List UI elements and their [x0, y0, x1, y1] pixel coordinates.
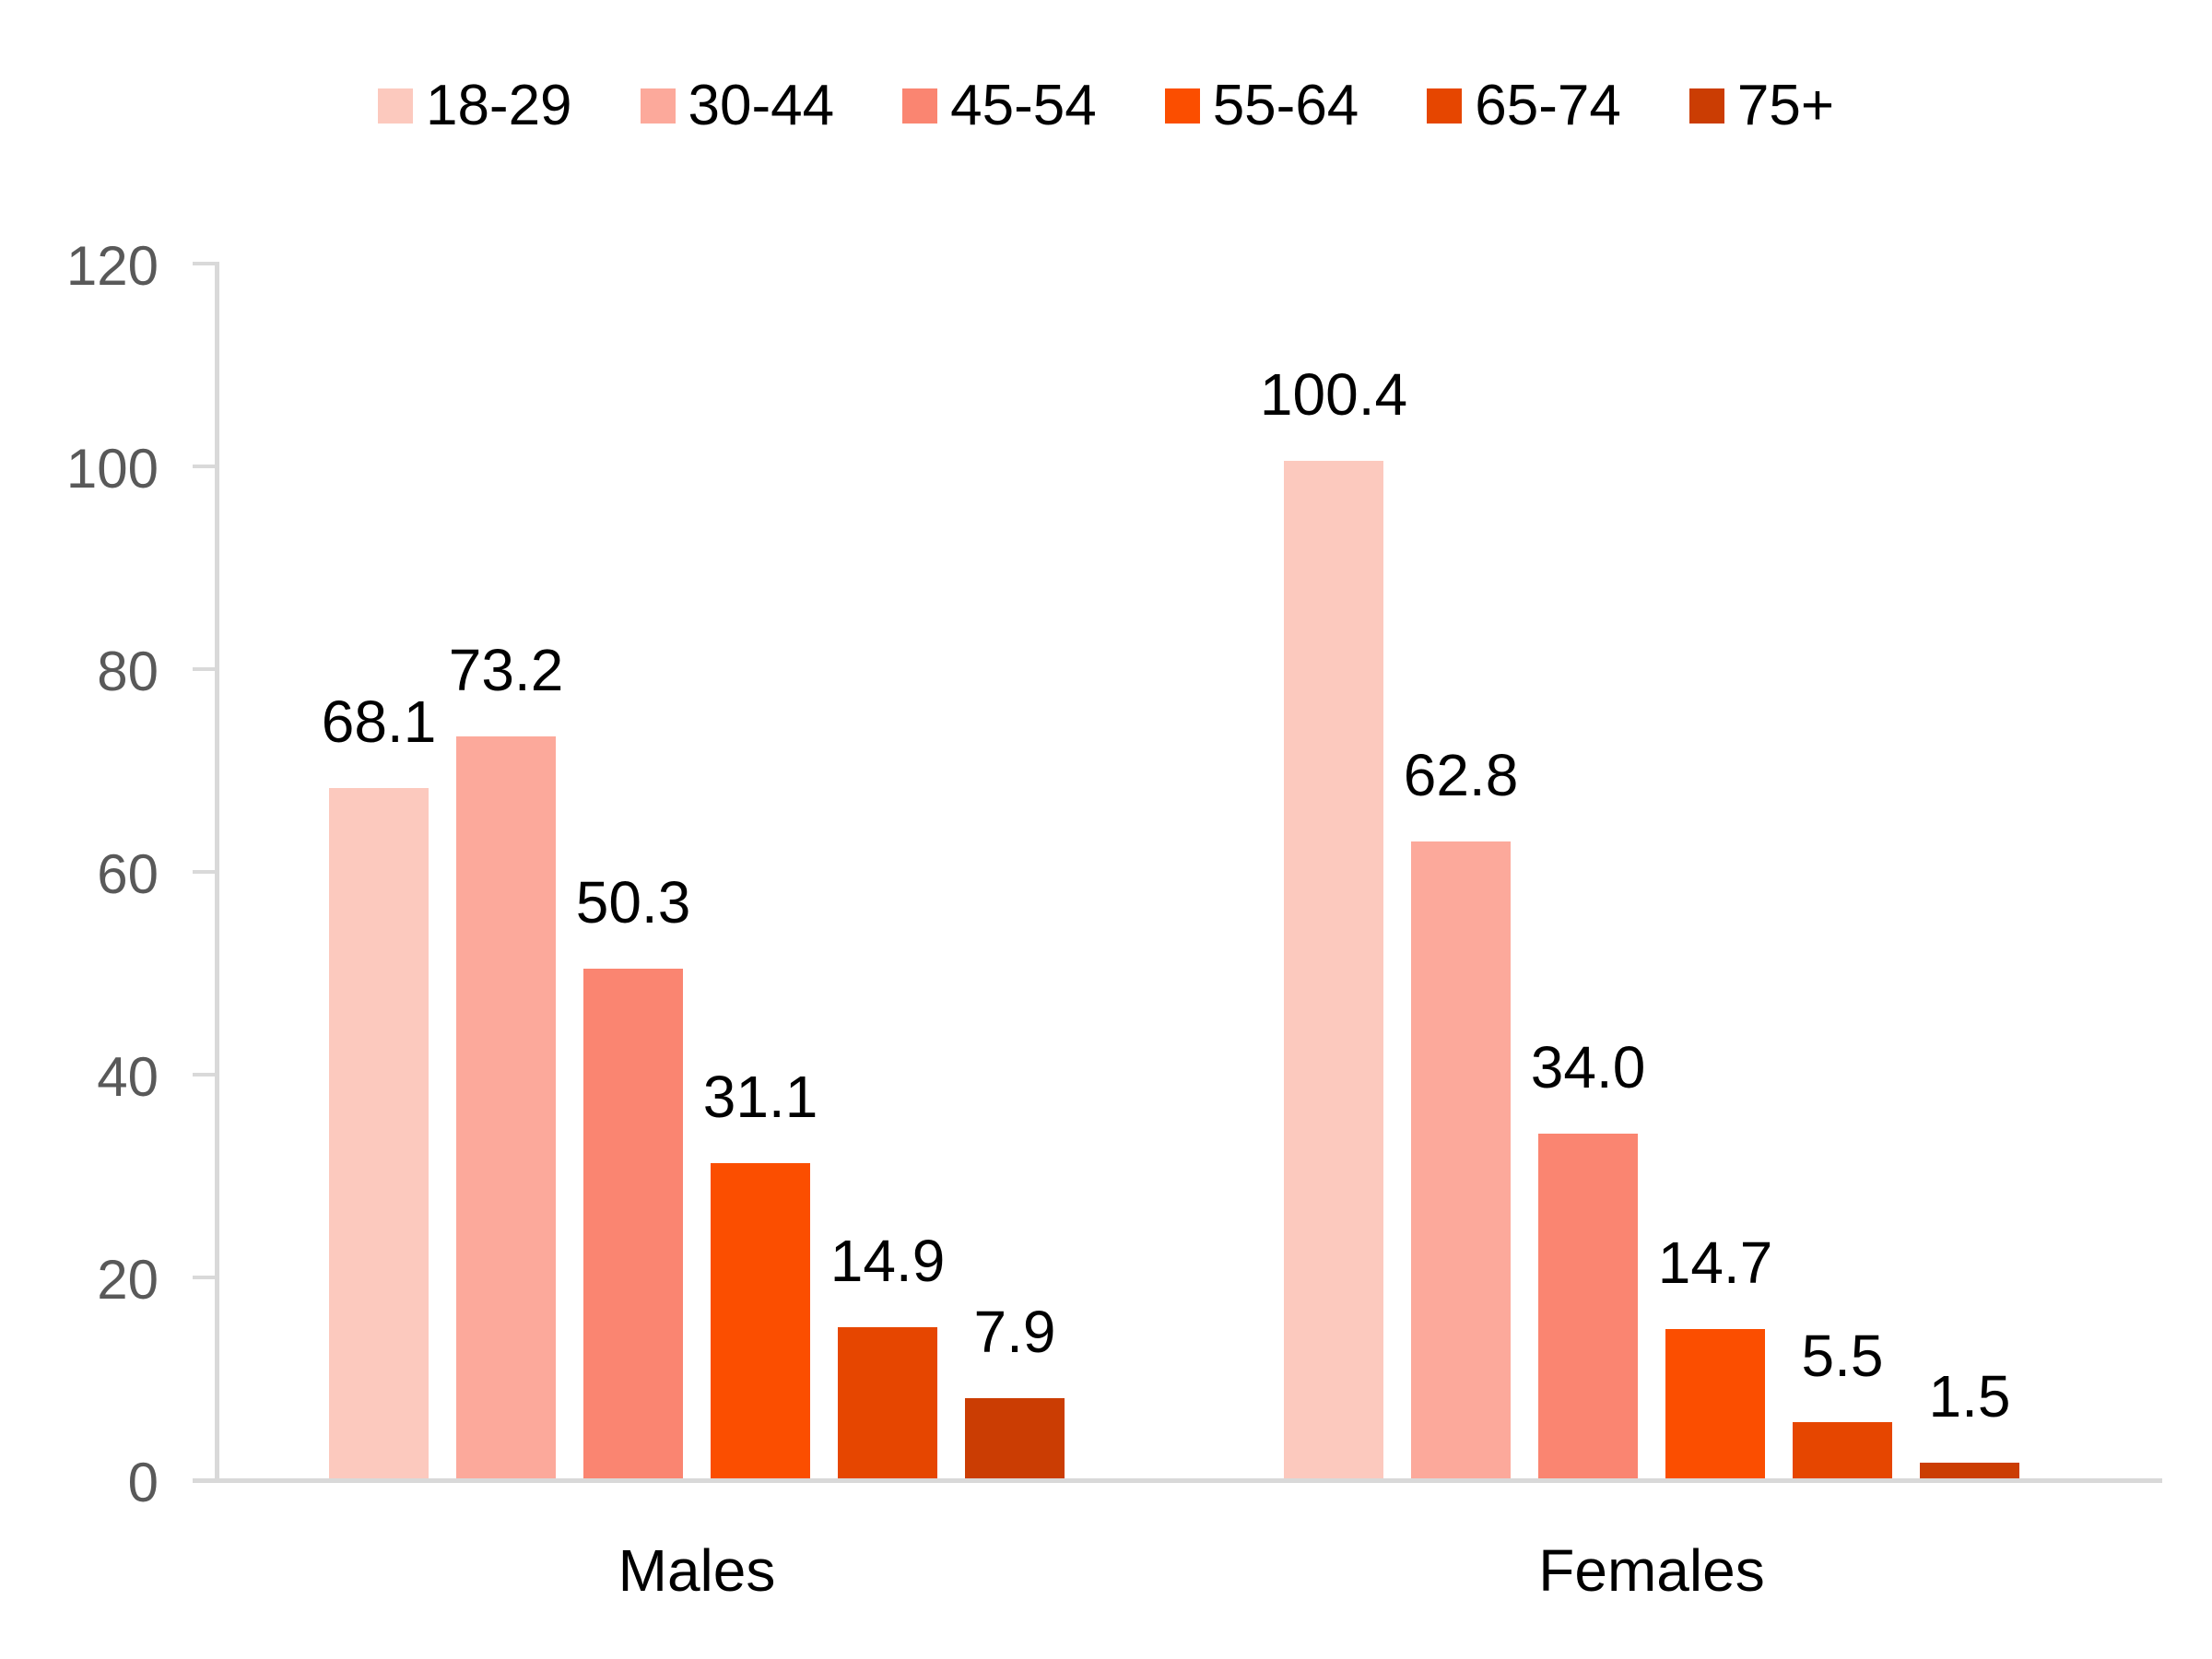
bar-value-label: 14.9 — [830, 1228, 946, 1294]
bar-males-45-54 — [583, 969, 683, 1478]
legend-item-18-29: 18-29 — [377, 74, 572, 137]
y-tick-label: 100 — [65, 437, 159, 500]
bar-value-label: 7.9 — [973, 1299, 1056, 1365]
bar-value-label: 73.2 — [448, 637, 564, 703]
bar-males-55-64 — [711, 1163, 810, 1478]
y-tick-label: 20 — [97, 1248, 159, 1311]
bar-males-75+ — [965, 1398, 1065, 1478]
y-tick-label: 60 — [97, 842, 159, 905]
legend-item-45-54: 45-54 — [902, 77, 1097, 135]
y-axis-line — [215, 262, 219, 1483]
bar-value-label: 62.8 — [1403, 742, 1519, 808]
legend-label: 55-64 — [1212, 74, 1359, 137]
y-tick-label: 40 — [97, 1045, 159, 1108]
legend-label: 30-44 — [688, 74, 835, 137]
bar-value-label: 100.4 — [1259, 361, 1408, 428]
y-tick-mark — [193, 870, 215, 874]
bar-females-18-29 — [1284, 461, 1383, 1478]
bar-females-65-74 — [1793, 1422, 1892, 1478]
bar-value-label: 14.7 — [1657, 1230, 1773, 1296]
legend-label: 18-29 — [425, 74, 572, 137]
bar-females-75+ — [1920, 1463, 2019, 1478]
y-tick-mark — [193, 465, 215, 468]
bar-value-label: 31.1 — [702, 1064, 818, 1130]
legend-label: 75+ — [1736, 74, 1835, 137]
y-tick-mark — [193, 1073, 215, 1077]
legend-label: 45-54 — [950, 74, 1097, 137]
x-axis-line — [193, 1478, 2162, 1483]
bar-value-label: 34.0 — [1530, 1034, 1646, 1100]
legend-item-55-64: 55-64 — [1164, 74, 1359, 137]
bar-males-65-74 — [838, 1327, 937, 1478]
bar-value-label: 1.5 — [1928, 1363, 2011, 1430]
y-tick-label: 80 — [97, 640, 159, 702]
chart-legend: 18-29 30-44 45-54 55-64 65-74 75+ — [0, 77, 2212, 135]
bar-value-label: 5.5 — [1801, 1323, 1884, 1389]
category-label-females: Females — [1538, 1537, 1765, 1604]
bar-males-18-29 — [329, 788, 429, 1478]
legend-swatch-icon — [1427, 88, 1463, 124]
y-tick-mark — [193, 1478, 215, 1482]
legend-swatch-icon — [377, 88, 413, 124]
legend-swatch-icon — [640, 88, 676, 124]
bar-females-45-54 — [1538, 1134, 1638, 1478]
legend-item-65-74: 65-74 — [1427, 77, 1621, 135]
legend-swatch-icon — [1164, 88, 1200, 124]
legend-swatch-icon — [1688, 88, 1724, 124]
bar-value-label: 68.1 — [321, 688, 437, 755]
y-tick-mark — [193, 667, 215, 671]
bar-females-30-44 — [1411, 841, 1511, 1478]
legend-swatch-icon — [902, 88, 938, 124]
bar-males-30-44 — [456, 736, 556, 1478]
y-tick-label: 120 — [65, 234, 159, 297]
y-tick-label: 0 — [127, 1451, 159, 1513]
y-tick-mark — [193, 1276, 215, 1279]
y-tick-mark — [193, 262, 215, 265]
legend-label: 65-74 — [1475, 74, 1621, 137]
category-label-males: Males — [618, 1537, 776, 1604]
bar-value-label: 50.3 — [575, 869, 691, 935]
legend-item-30-44: 30-44 — [640, 74, 835, 137]
legend-item-75+: 75+ — [1688, 74, 1835, 137]
bar-females-55-64 — [1665, 1329, 1765, 1478]
